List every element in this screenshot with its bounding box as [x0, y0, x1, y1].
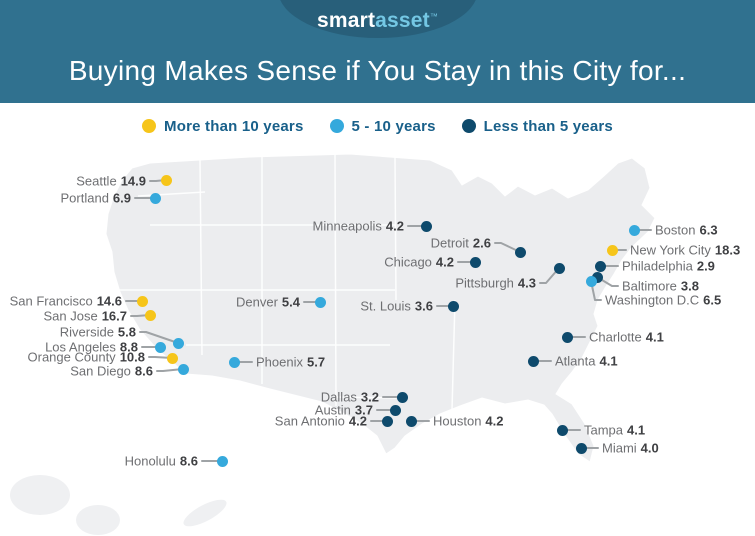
legend-item-more-than-10-years: More than 10 years — [142, 118, 304, 135]
brand-logo: smartasset™ — [0, 9, 755, 33]
state-borders — [114, 153, 456, 411]
legend-item-less-than-5-years: Less than 5 years — [461, 117, 613, 135]
connector-line-san-diego — [156, 368, 184, 372]
logo-text-smart: smart — [316, 9, 376, 32]
connector-line-orange-county — [148, 356, 173, 359]
legend-dot-lightblue-icon — [329, 119, 344, 133]
us-map — [10, 153, 656, 535]
legend-label: 5 - 10 years — [351, 117, 436, 135]
legend-label: More than 10 years — [164, 117, 304, 135]
legend-dot-navy-icon — [461, 119, 476, 133]
us-map-silhouette — [105, 153, 656, 463]
connector-line-washington-d-c — [590, 280, 602, 301]
page-title: Buying Makes Sense if You Stay in this C… — [68, 55, 687, 86]
connector-line-san-jose — [130, 314, 151, 317]
legend-dot-yellow-icon — [142, 119, 157, 133]
header: smartasset™ Buying Makes Sense if You St… — [0, 0, 755, 103]
legend: More than 10 years 5 - 10 years Less tha… — [0, 112, 755, 140]
trademark-mark: ™ — [429, 12, 439, 21]
legend-label: Less than 5 years — [483, 117, 613, 135]
connector-line-riverside — [139, 331, 179, 344]
connector-line-detroit — [494, 242, 521, 253]
logo-text-asset: asset — [375, 9, 430, 32]
legend-item-5-10-years: 5 - 10 years — [329, 117, 436, 135]
hawaii-islands — [10, 475, 227, 535]
connector-line-seattle — [149, 179, 167, 182]
